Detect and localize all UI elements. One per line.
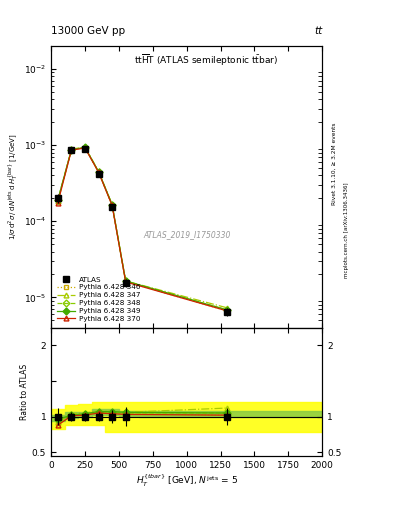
Text: tt$\overline{\mathrm{H}}$T (ATLAS semileptonic t$\bar{\mathrm{t}}$bar): tt$\overline{\mathrm{H}}$T (ATLAS semile… bbox=[134, 53, 278, 69]
Legend: ATLAS, Pythia 6.428 346, Pythia 6.428 347, Pythia 6.428 348, Pythia 6.428 349, P: ATLAS, Pythia 6.428 346, Pythia 6.428 34… bbox=[55, 274, 142, 324]
X-axis label: $H_T^{\{tbar\}}$ [GeV], $N^\mathrm{jets}$ = 5: $H_T^{\{tbar\}}$ [GeV], $N^\mathrm{jets}… bbox=[136, 472, 238, 488]
Y-axis label: Ratio to ATLAS: Ratio to ATLAS bbox=[20, 364, 29, 420]
Text: tt: tt bbox=[314, 26, 322, 36]
Text: mcplots.cern.ch [arXiv:1306.3436]: mcplots.cern.ch [arXiv:1306.3436] bbox=[344, 183, 349, 278]
Text: ATLAS_2019_I1750330: ATLAS_2019_I1750330 bbox=[143, 230, 230, 239]
Text: 13000 GeV pp: 13000 GeV pp bbox=[51, 26, 125, 36]
Y-axis label: $1/\sigma\,\mathrm{d}^2\sigma\,/\,\mathrm{d}\,N^\mathrm{jets}\,\mathrm{d}\,H_T^{: $1/\sigma\,\mathrm{d}^2\sigma\,/\,\mathr… bbox=[7, 134, 21, 240]
Text: Rivet 3.1.10, ≥ 3.2M events: Rivet 3.1.10, ≥ 3.2M events bbox=[332, 122, 337, 205]
